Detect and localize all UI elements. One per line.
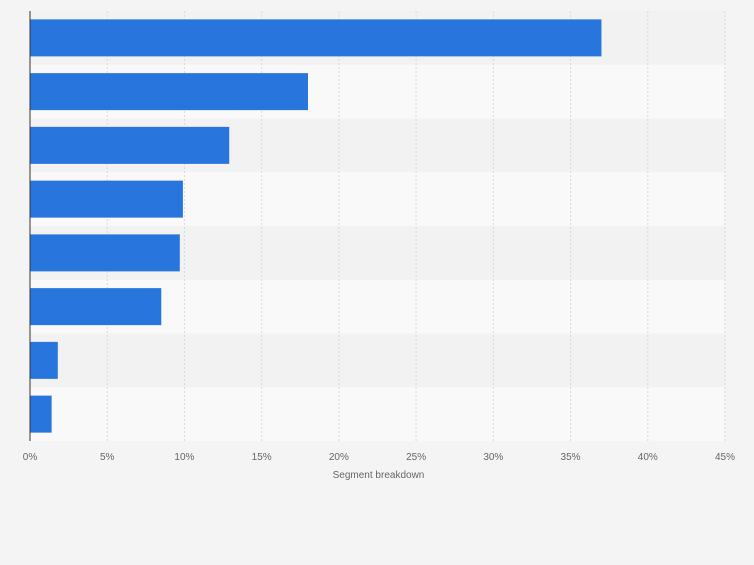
x-tick-label: 25% xyxy=(406,452,426,463)
bar xyxy=(30,126,230,164)
bar xyxy=(30,234,180,272)
x-axis-ticks: 0% 5% 10% 15% 20% 25% 30% 35% 40% 45% xyxy=(23,452,735,463)
x-tick-label: 45% xyxy=(715,452,735,463)
x-tick-label: 0% xyxy=(23,452,38,463)
x-tick-label: 10% xyxy=(174,452,194,463)
x-tick-label: 40% xyxy=(638,452,658,463)
x-tick-label: 20% xyxy=(329,452,349,463)
bar xyxy=(30,73,308,111)
bar xyxy=(30,395,52,433)
row-band xyxy=(30,333,725,388)
bar xyxy=(30,180,183,218)
x-axis-label: Segment breakdown xyxy=(333,470,425,481)
bar xyxy=(30,341,58,379)
bar xyxy=(30,288,162,326)
bars xyxy=(30,19,602,433)
x-tick-label: 35% xyxy=(561,452,581,463)
x-tick-label: 15% xyxy=(252,452,272,463)
bar xyxy=(30,19,602,57)
row-band xyxy=(30,387,725,441)
x-tick-label: 5% xyxy=(100,452,115,463)
x-tick-label: 30% xyxy=(483,452,503,463)
